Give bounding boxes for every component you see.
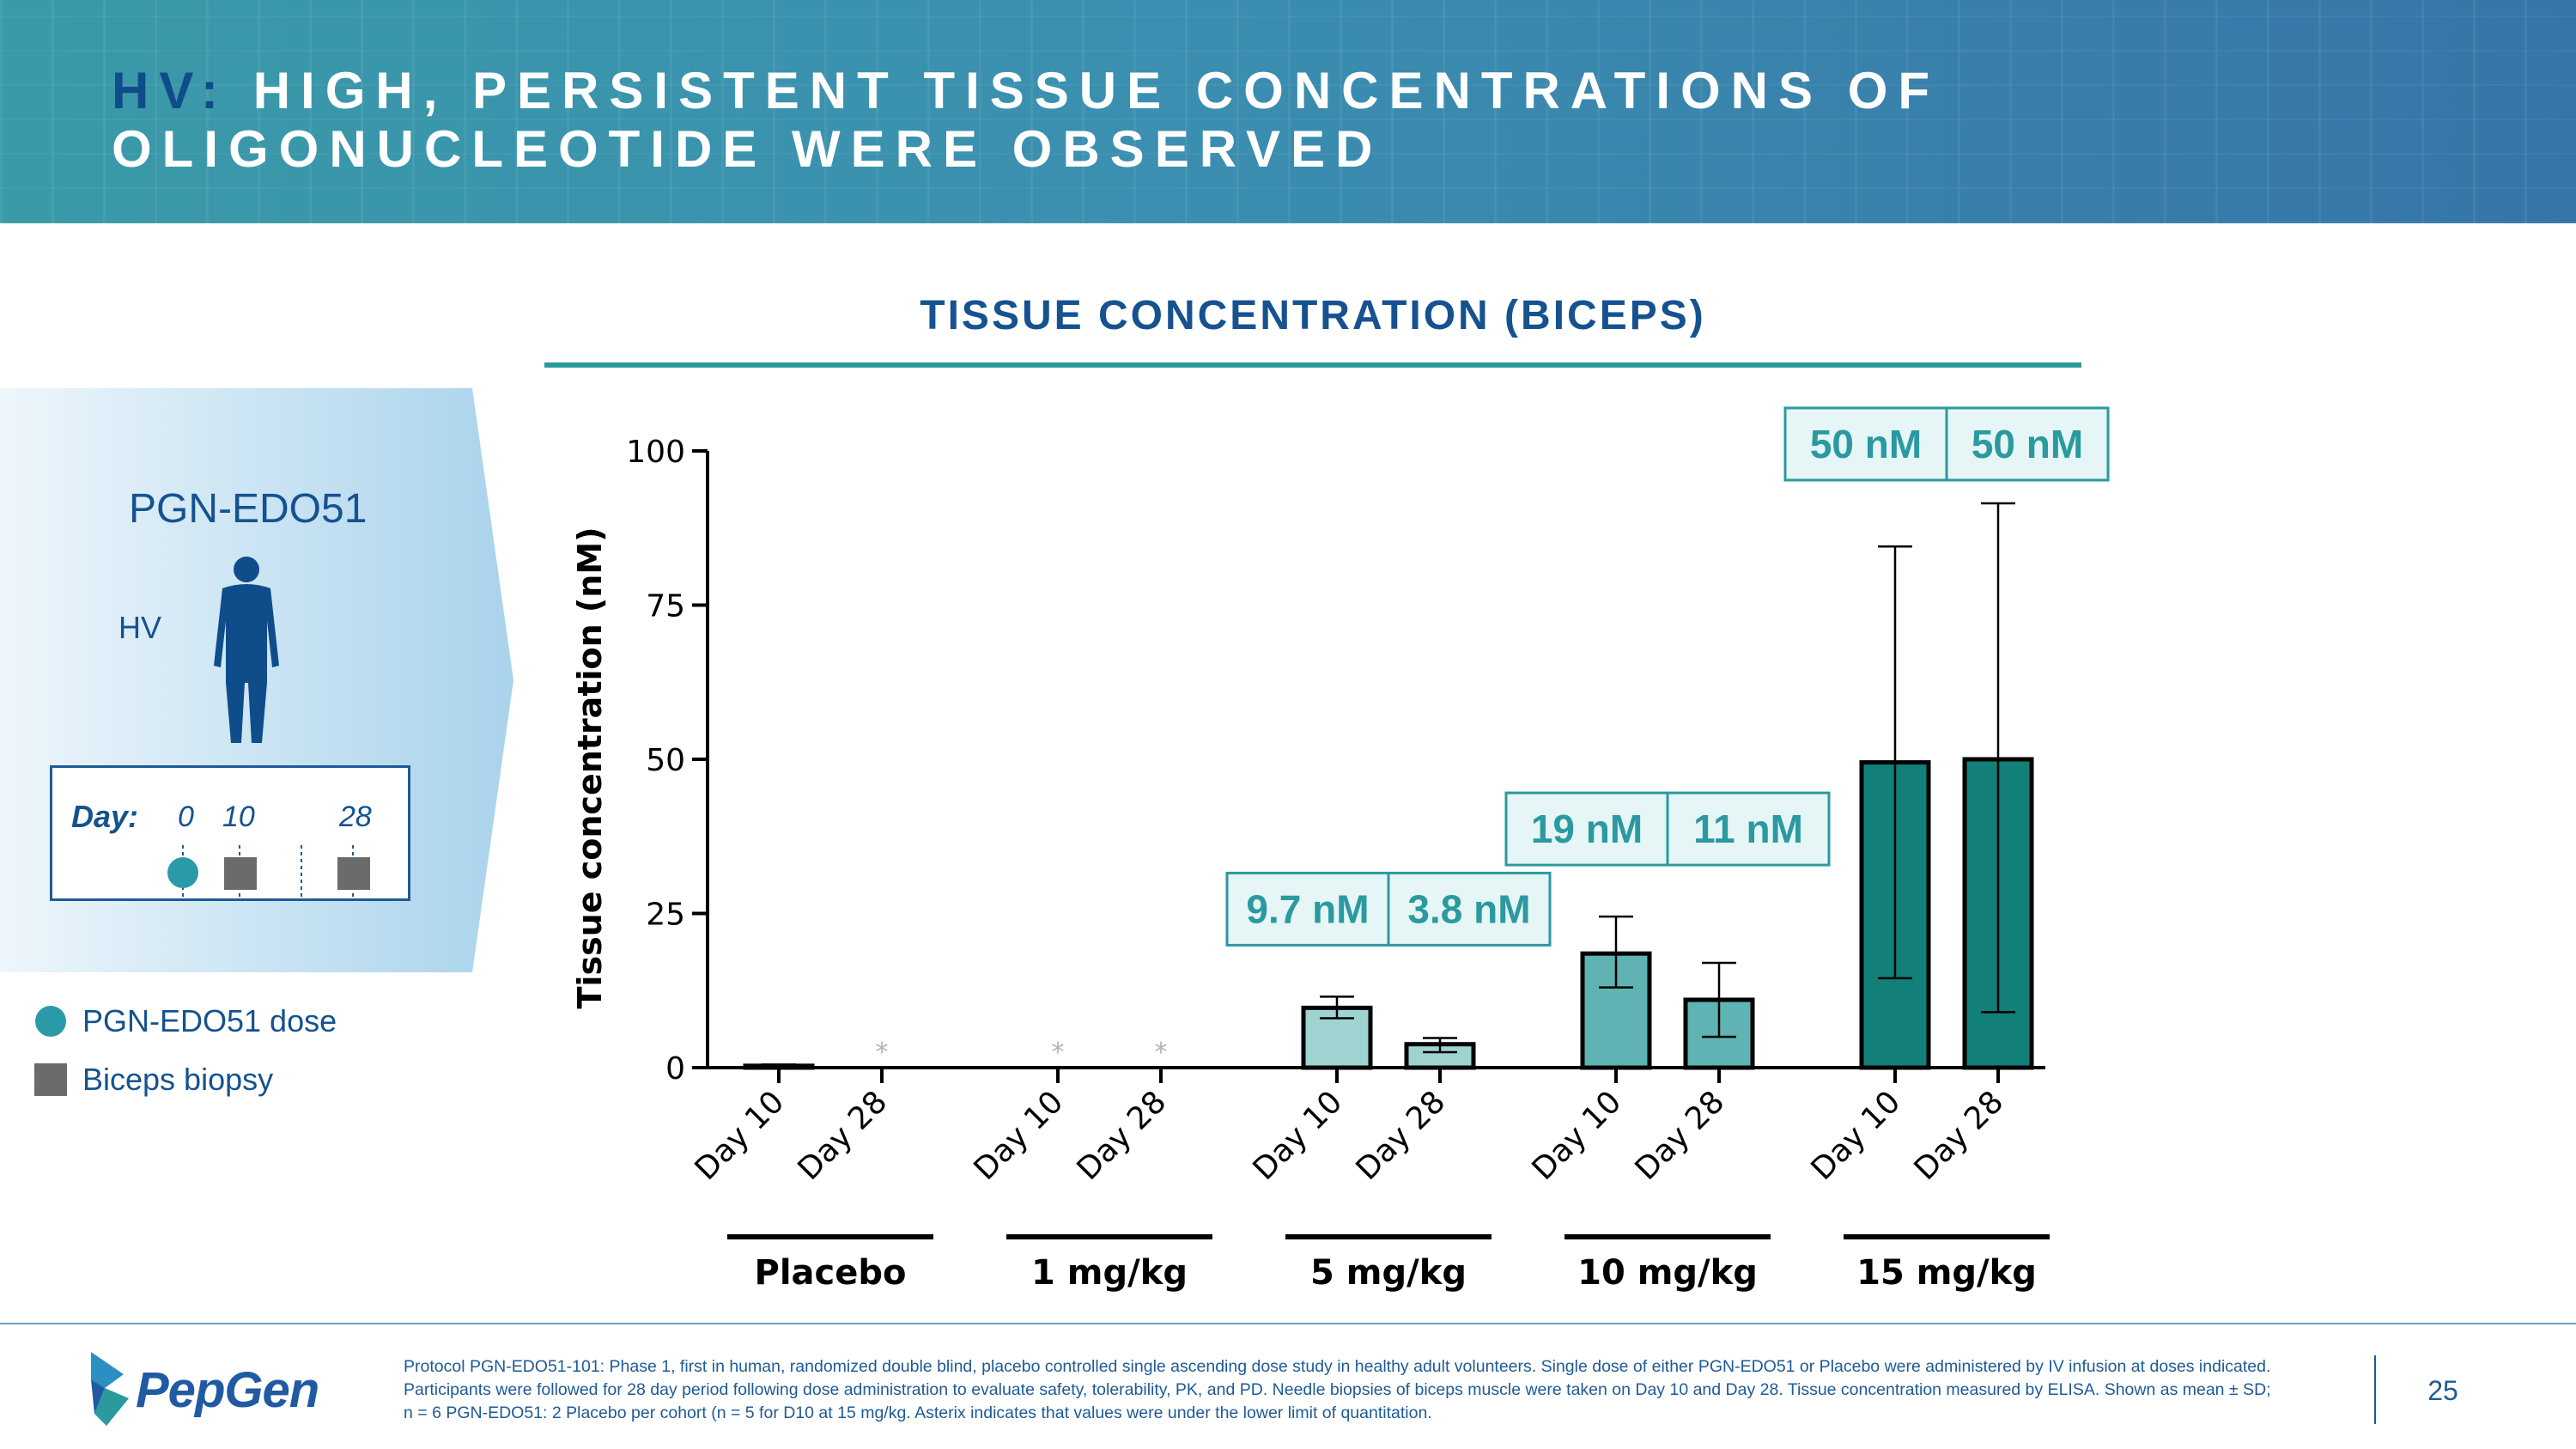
x-tick-label: Day 10	[1805, 1084, 1908, 1187]
slide-title-line2: OLIGONUCLEOTIDE WERE OBSERVED	[112, 120, 1383, 178]
timeline-day-0: 0	[178, 801, 194, 833]
header-background-pattern	[0, 0, 2576, 223]
bar-5 mg/kg-Day 10	[1301, 1005, 1373, 1070]
slide-title-line1: HIGH, PERSISTENT TISSUE CONCENTRATIONS O…	[228, 62, 1941, 119]
y-tick-label: 100	[626, 435, 685, 470]
legend-label-dose: PGN-EDO51 dose	[82, 1003, 337, 1038]
y-tick-label: 75	[646, 589, 685, 624]
x-tick-label: Day 28	[792, 1084, 895, 1187]
group-label: 10 mg/kg	[1577, 1253, 1758, 1293]
y-tick-label: 0	[665, 1051, 685, 1087]
x-tick-label: Day 10	[968, 1084, 1071, 1187]
dose-circle-icon	[35, 1006, 66, 1037]
timeline-markers	[167, 845, 370, 897]
dosing-timeline: Day: 0 10 28	[50, 765, 410, 901]
callout-value: 11 nM	[1693, 807, 1803, 851]
page-number: 25	[2427, 1375, 2458, 1406]
callout-value: 9.7 nM	[1246, 886, 1369, 931]
footer-divider-line	[0, 1323, 2576, 1324]
legend-item-dose: PGN-EDO51 dose	[34, 1003, 337, 1039]
footer-vertical-divider	[2374, 1355, 2376, 1424]
y-tick-label: 50	[646, 743, 685, 778]
person-icon	[214, 557, 279, 743]
header-banner: HV: HIGH, PERSISTENT TISSUE CONCENTRATIO…	[0, 0, 2576, 223]
legend-item-biopsy: Biceps biopsy	[34, 1062, 273, 1098]
group-label: 5 mg/kg	[1310, 1253, 1467, 1293]
footnote: Protocol PGN-EDO51-101: Phase 1, first i…	[404, 1357, 2271, 1422]
dose-circle-icon	[167, 857, 198, 888]
x-tick-label: Day 28	[1908, 1084, 2011, 1187]
timeline-day-28: 28	[339, 801, 372, 833]
slide-title: HV: HIGH, PERSISTENT TISSUE CONCENTRATIO…	[112, 62, 1940, 179]
biopsy-square-icon	[337, 857, 370, 890]
legend-label-biopsy: Biceps biopsy	[82, 1062, 274, 1097]
chart-title: TISSUE CONCENTRATION (BICEPS)	[920, 293, 1706, 338]
callout-value: 50 nM	[1810, 422, 1922, 466]
biopsy-square-icon	[224, 857, 257, 890]
group-label: Placebo	[755, 1253, 907, 1293]
pepgen-logo-icon	[91, 1352, 129, 1426]
below-lloq-marker: *	[1155, 1038, 1168, 1068]
chart-title-underline	[544, 362, 2081, 368]
x-tick-label: Day 10	[689, 1084, 792, 1187]
x-tick-label: Day 28	[1629, 1084, 1732, 1187]
below-lloq-marker: *	[1052, 1038, 1065, 1068]
y-tick-label: 25	[646, 898, 685, 933]
below-lloq-marker: *	[876, 1038, 889, 1068]
biopsy-square-icon	[34, 1063, 67, 1096]
x-tick-label: Day 28	[1071, 1084, 1174, 1187]
timeline-day-label: Day:	[71, 799, 139, 834]
callout-value: 3.8 nM	[1407, 886, 1530, 931]
y-axis-label: Tissue concentration (nM)	[571, 527, 609, 1008]
population-label: HV	[118, 610, 162, 645]
drug-name: PGN-EDO51	[129, 486, 368, 532]
callout-value: 50 nM	[1971, 422, 2083, 466]
bar-chart: 0 25 50 75 100 Tissue concentration (nM) Day 1…	[571, 406, 2110, 1293]
group-label: 1 mg/kg	[1031, 1253, 1188, 1293]
callout-value: 19 nM	[1531, 807, 1643, 851]
company-logo: PepGen	[136, 1362, 319, 1418]
group-label: 15 mg/kg	[1856, 1253, 2037, 1293]
x-tick-label: Day 10	[1526, 1084, 1629, 1187]
x-tick-label: Day 10	[1247, 1084, 1350, 1187]
timeline-day-10: 10	[222, 801, 255, 833]
x-tick-label: Day 28	[1350, 1084, 1453, 1187]
slide-title-prefix: HV:	[112, 62, 229, 119]
